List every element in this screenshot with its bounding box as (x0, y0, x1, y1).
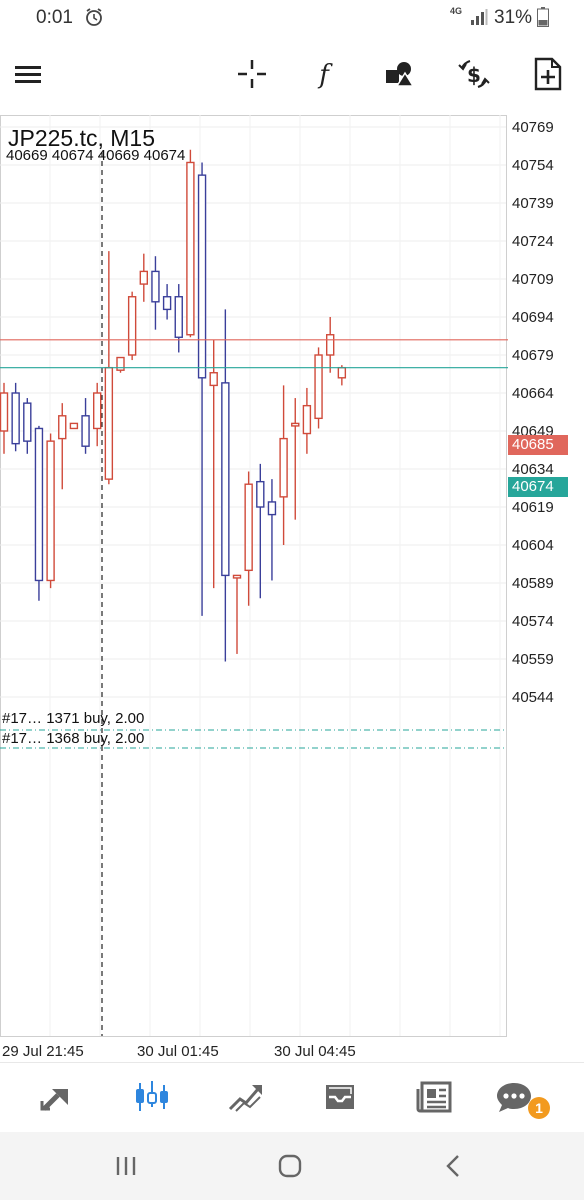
chart-icon[interactable] (132, 1079, 172, 1115)
objects-icon[interactable] (382, 56, 418, 92)
candle-body (291, 422, 300, 427)
time-axis-label: 30 Jul 01:45 (137, 1043, 219, 1060)
candle-body (337, 366, 347, 379)
system-navigation (0, 1132, 584, 1200)
bottom-navigation: 1 (0, 1062, 584, 1132)
new-chart-icon[interactable] (530, 56, 566, 92)
recent-apps-icon[interactable] (112, 1152, 140, 1180)
candle-body (151, 270, 160, 303)
candle-body (46, 440, 55, 582)
bid-price-badge: 40674 (508, 477, 568, 497)
status-time: 0:01 (36, 7, 73, 28)
candle-body (0, 392, 9, 432)
candle-body (23, 402, 32, 442)
time-axis-label: 30 Jul 04:45 (274, 1043, 356, 1060)
price-axis-label: 40574 (512, 613, 554, 630)
price-axis-label: 40709 (512, 271, 554, 288)
candle-body (104, 366, 114, 480)
price-axis-label: 40664 (512, 385, 554, 402)
candle-body (174, 296, 183, 338)
home-icon[interactable] (276, 1152, 304, 1180)
candle-body (256, 480, 265, 508)
price-axis-label: 40559 (512, 651, 554, 668)
candle-body (326, 334, 335, 356)
price-axis-label: 40604 (512, 537, 554, 554)
price-axis-label: 40634 (512, 461, 554, 478)
network-type: 4G (450, 6, 463, 16)
quotes-icon[interactable] (38, 1079, 78, 1115)
svg-text:f: f (317, 60, 333, 90)
price-axis-label: 40679 (512, 347, 554, 364)
candle-body (81, 415, 90, 447)
signal-icon (471, 9, 488, 25)
ask-price-badge: 40685 (508, 435, 568, 455)
candle-body (279, 437, 288, 498)
price-axis-label: 40619 (512, 499, 554, 516)
candle-body (162, 296, 172, 311)
notification-badge: 1 (528, 1097, 550, 1119)
history-icon[interactable] (320, 1079, 360, 1115)
candle-body (302, 404, 312, 435)
ohlc-values: 40669 40674 40669 40674 (6, 147, 186, 164)
time-axis-label: 29 Jul 21:45 (2, 1043, 84, 1060)
candle-body (34, 427, 44, 582)
candle-body (209, 372, 218, 387)
candle-body (186, 161, 195, 336)
candle-body (232, 574, 242, 579)
trade-icon[interactable] (226, 1079, 266, 1115)
crosshair-icon[interactable] (234, 56, 270, 92)
plot-frame (0, 115, 507, 1037)
alarm-icon (86, 8, 102, 26)
price-axis-label: 40694 (512, 309, 554, 326)
candle-body (11, 392, 20, 445)
chart-canvas[interactable]: 40769 40754 40739 40724 40709 40694 40679 40664… (0, 112, 584, 1062)
price-axis-label: 40589 (512, 575, 554, 592)
back-icon[interactable] (440, 1152, 468, 1180)
currency-icon[interactable]: $ (456, 56, 492, 92)
candle-body (197, 174, 207, 379)
candle-body (127, 296, 137, 356)
candle-body (267, 501, 277, 516)
chart-symbol-title: JP225.tc, M15 (8, 125, 156, 151)
messages-icon[interactable] (494, 1079, 534, 1115)
price-axis-label: 40754 (512, 157, 554, 174)
order-label[interactable]: #17… 1371 buy, 2.00 (2, 710, 145, 727)
price-axis-label: 40724 (512, 233, 554, 250)
battery-icon (537, 7, 549, 27)
price-axis-label: 40544 (512, 689, 554, 706)
price-chart[interactable]: 40769 40754 40739 40724 40709 40694 40679 40664… (0, 112, 584, 1062)
status-bar: 0:01 4G 31% (0, 0, 584, 36)
news-icon[interactable] (414, 1079, 454, 1115)
price-axis-label: 40769 (512, 119, 554, 136)
candle-body (314, 354, 323, 420)
candle-body (221, 382, 230, 577)
function-icon[interactable]: f (306, 56, 342, 92)
price-axis-label: 40739 (512, 195, 554, 212)
svg-text:$: $ (467, 63, 481, 87)
candle-body (116, 356, 125, 371)
candle-body (58, 415, 67, 440)
candle-body (244, 483, 253, 572)
battery-percent: 31% (494, 7, 533, 28)
menu-icon[interactable] (10, 56, 46, 92)
order-label[interactable]: #17… 1368 buy, 2.00 (2, 730, 145, 747)
chart-toolbar: f $ (0, 36, 584, 112)
candle-body (139, 270, 149, 285)
candle-body (92, 392, 102, 430)
candle-body (69, 422, 79, 430)
